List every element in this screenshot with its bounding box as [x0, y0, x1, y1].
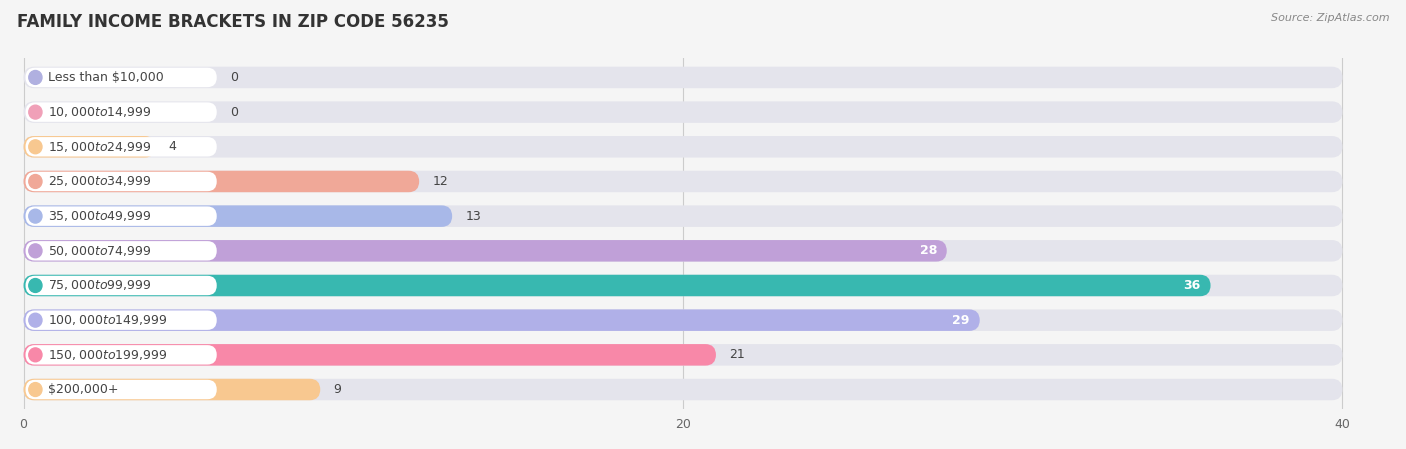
FancyBboxPatch shape	[24, 101, 1343, 123]
Text: $10,000 to $14,999: $10,000 to $14,999	[48, 105, 152, 119]
Circle shape	[28, 313, 42, 327]
FancyBboxPatch shape	[24, 240, 946, 262]
FancyBboxPatch shape	[25, 380, 217, 399]
FancyBboxPatch shape	[24, 309, 1343, 331]
FancyBboxPatch shape	[25, 345, 217, 365]
Circle shape	[28, 278, 42, 292]
FancyBboxPatch shape	[24, 136, 156, 158]
Text: $150,000 to $199,999: $150,000 to $199,999	[48, 348, 167, 362]
Circle shape	[28, 209, 42, 223]
FancyBboxPatch shape	[24, 379, 1343, 400]
FancyBboxPatch shape	[24, 344, 716, 365]
Text: 12: 12	[433, 175, 449, 188]
FancyBboxPatch shape	[24, 240, 1343, 262]
FancyBboxPatch shape	[25, 137, 217, 157]
Text: Source: ZipAtlas.com: Source: ZipAtlas.com	[1271, 13, 1389, 23]
FancyBboxPatch shape	[24, 275, 1343, 296]
Text: 4: 4	[169, 140, 177, 153]
Circle shape	[28, 70, 42, 84]
Text: 21: 21	[730, 348, 745, 361]
Circle shape	[28, 244, 42, 258]
FancyBboxPatch shape	[24, 136, 1343, 158]
Circle shape	[28, 105, 42, 119]
FancyBboxPatch shape	[25, 68, 217, 87]
Circle shape	[28, 348, 42, 362]
Text: $50,000 to $74,999: $50,000 to $74,999	[48, 244, 152, 258]
Text: $75,000 to $99,999: $75,000 to $99,999	[48, 278, 152, 292]
Text: $15,000 to $24,999: $15,000 to $24,999	[48, 140, 152, 154]
FancyBboxPatch shape	[24, 67, 1343, 88]
FancyBboxPatch shape	[24, 344, 1343, 365]
Text: 13: 13	[465, 210, 481, 223]
Text: 29: 29	[952, 314, 970, 327]
Text: $200,000+: $200,000+	[48, 383, 118, 396]
Circle shape	[28, 383, 42, 396]
Text: FAMILY INCOME BRACKETS IN ZIP CODE 56235: FAMILY INCOME BRACKETS IN ZIP CODE 56235	[17, 13, 449, 31]
FancyBboxPatch shape	[24, 205, 1343, 227]
Text: 36: 36	[1184, 279, 1201, 292]
Text: $100,000 to $149,999: $100,000 to $149,999	[48, 313, 167, 327]
FancyBboxPatch shape	[24, 275, 1211, 296]
FancyBboxPatch shape	[25, 172, 217, 191]
FancyBboxPatch shape	[24, 379, 321, 400]
Text: 0: 0	[231, 106, 238, 119]
FancyBboxPatch shape	[25, 310, 217, 330]
Circle shape	[28, 175, 42, 189]
FancyBboxPatch shape	[25, 207, 217, 226]
Text: 0: 0	[231, 71, 238, 84]
FancyBboxPatch shape	[24, 171, 1343, 192]
FancyBboxPatch shape	[25, 276, 217, 295]
FancyBboxPatch shape	[24, 171, 419, 192]
Text: $35,000 to $49,999: $35,000 to $49,999	[48, 209, 152, 223]
Text: $25,000 to $34,999: $25,000 to $34,999	[48, 175, 152, 189]
FancyBboxPatch shape	[25, 241, 217, 260]
Text: 28: 28	[920, 244, 936, 257]
Text: Less than $10,000: Less than $10,000	[48, 71, 163, 84]
FancyBboxPatch shape	[24, 309, 980, 331]
Circle shape	[28, 140, 42, 154]
Text: 9: 9	[333, 383, 342, 396]
FancyBboxPatch shape	[24, 205, 453, 227]
FancyBboxPatch shape	[25, 102, 217, 122]
